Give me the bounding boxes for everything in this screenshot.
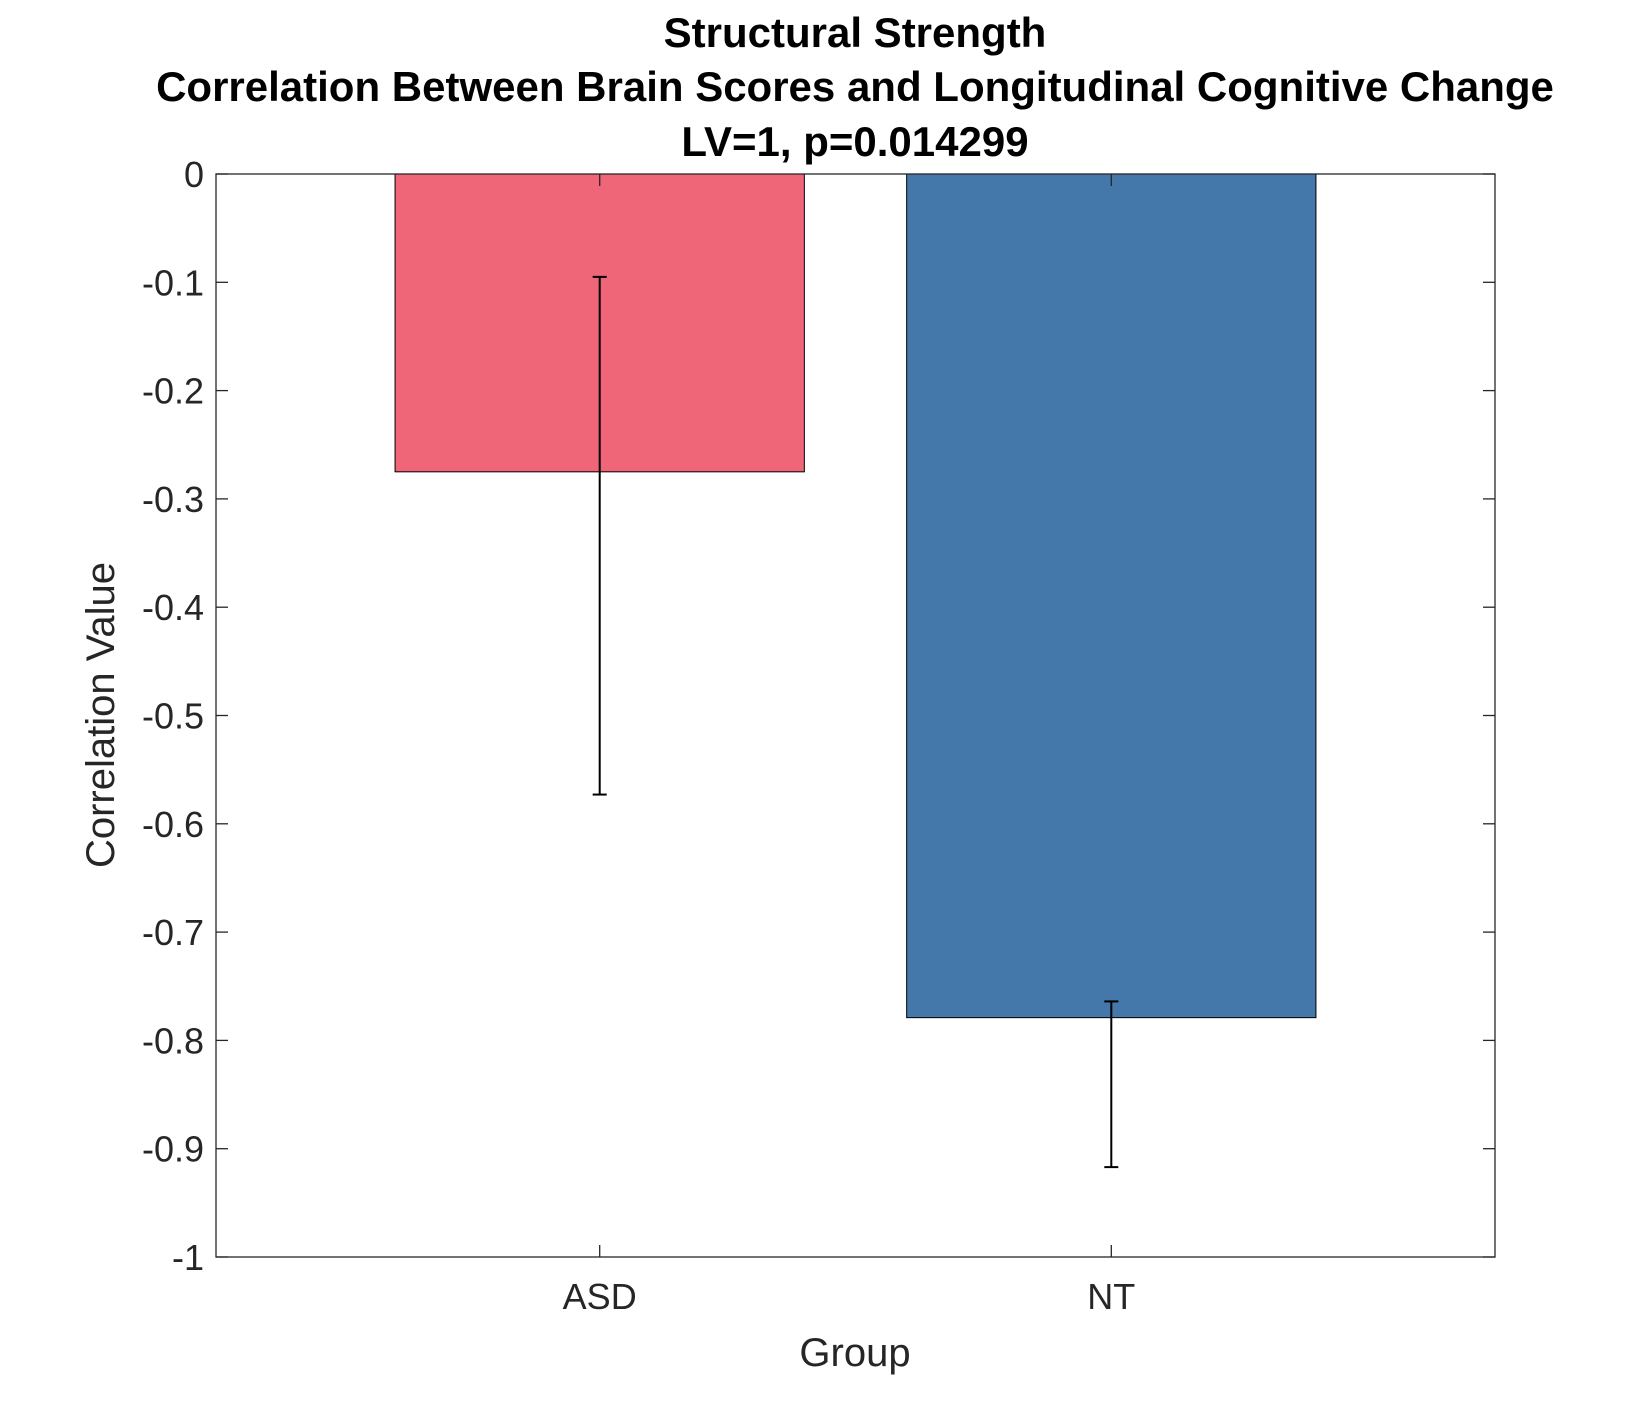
y-tick-label: -0.5: [142, 696, 204, 737]
y-tick-label: 0: [184, 154, 204, 195]
x-tick-label-asd: ASD: [563, 1276, 637, 1317]
y-tick-label: -0.7: [142, 912, 204, 953]
bar-nt: [906, 173, 1317, 1019]
bars-layer: [394, 173, 1317, 1019]
x-axis-label: Group: [799, 1331, 910, 1375]
error-bar-asd: [592, 275, 607, 796]
y-tick-label: -0.9: [142, 1129, 204, 1170]
axes-layer: 0 -0.1 -0.2 -0.3 -0.4 -0.5 -0.6 -0.7 -0.8 -0.9 -1 A…: [142, 154, 1496, 1317]
y-tick-label: -1: [172, 1237, 204, 1278]
chart-title-line-1: Structural Strength: [664, 9, 1047, 56]
error-bars-layer: [592, 275, 1119, 1169]
chart-title-line-3: LV=1, p=0.014299: [681, 118, 1028, 165]
y-axis-label: Correlation Value: [79, 562, 123, 868]
chart-title-line-2: Correlation Between Brain Scores and Lon…: [156, 63, 1554, 110]
y-tick-label: -0.8: [142, 1020, 204, 1061]
y-tick-label: -0.4: [142, 587, 204, 628]
error-bar-nt: [1104, 1000, 1119, 1169]
chart-title: Structural Strength Correlation Between …: [156, 9, 1554, 165]
x-tick-label-nt: NT: [1087, 1276, 1135, 1317]
y-tick-label: -0.6: [142, 804, 204, 845]
y-tick-label: -0.1: [142, 262, 204, 303]
y-tick-label: -0.3: [142, 479, 204, 520]
y-tick-label: -0.2: [142, 371, 204, 412]
